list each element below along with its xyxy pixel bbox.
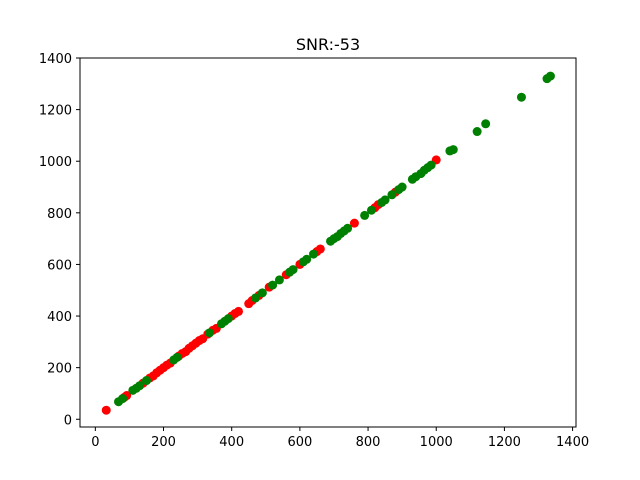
plot-marks: [101, 71, 555, 415]
scatter-point-series-2: [223, 314, 233, 324]
x-tick-label: 600: [287, 435, 312, 450]
scatter-point-series-2: [288, 265, 298, 275]
x-tick-label: 800: [356, 435, 381, 450]
scatter-point-series-2: [205, 328, 215, 338]
scatter-point-series-2: [118, 394, 128, 404]
scatter-point-series-1: [349, 218, 359, 228]
scatter-point-series-2: [360, 210, 370, 220]
scatter-point-series-2: [397, 182, 407, 192]
x-tick-label: 1200: [488, 435, 521, 450]
scatter-point-series-2: [366, 205, 376, 215]
y-tick-label: 1200: [39, 104, 72, 119]
scatter-point-series-2: [302, 254, 312, 264]
x-tick-label: 200: [151, 435, 176, 450]
y-tick-label: 1400: [39, 52, 72, 67]
chart-title: SNR:-53: [296, 35, 360, 54]
scatter-point-series-2: [516, 92, 526, 102]
y-tick-label: 0: [64, 413, 72, 428]
scatter-point-series-2: [251, 293, 261, 303]
scatter-point-series-2: [472, 127, 482, 137]
y-axis: 0 200 400 600 800 1000 1200 1400: [39, 52, 80, 428]
scatter-point-series-1: [234, 306, 244, 316]
scatter-point-series-2: [448, 145, 458, 155]
scatter-point-series-1: [315, 244, 325, 254]
x-tick-label: 1000: [420, 435, 453, 450]
scatter-point-series-2: [426, 160, 436, 170]
scatter-point-series-2: [309, 249, 319, 259]
scatter-point-series-2: [343, 223, 353, 233]
plot-frame: [79, 57, 577, 428]
scatter-point-series-2: [481, 119, 491, 129]
x-tick-label: 0: [91, 435, 99, 450]
y-tick-label: 400: [47, 310, 72, 325]
scatter-point-series-1: [101, 405, 111, 415]
scatter-point-series-2: [141, 376, 151, 386]
y-tick-label: 1000: [39, 155, 72, 170]
x-tick-label: 400: [219, 435, 244, 450]
scatter-point-series-2: [257, 288, 267, 298]
scatter-point-series-2: [387, 190, 397, 200]
scatter-point-series-2: [380, 195, 390, 205]
scatter-point-series-2: [545, 71, 555, 81]
scatter-point-series-2: [135, 381, 145, 391]
y-tick-label: 200: [47, 362, 72, 377]
y-tick-label: 800: [47, 207, 72, 222]
scatter-point-series-2: [268, 280, 278, 290]
x-axis: 0 200 400 600 800 1000 1200 1400: [91, 427, 589, 450]
scatter-point-series-2: [172, 352, 182, 362]
scatter-point-series-2: [274, 275, 284, 285]
y-tick-label: 600: [47, 258, 72, 273]
x-tick-label: 1400: [556, 435, 589, 450]
